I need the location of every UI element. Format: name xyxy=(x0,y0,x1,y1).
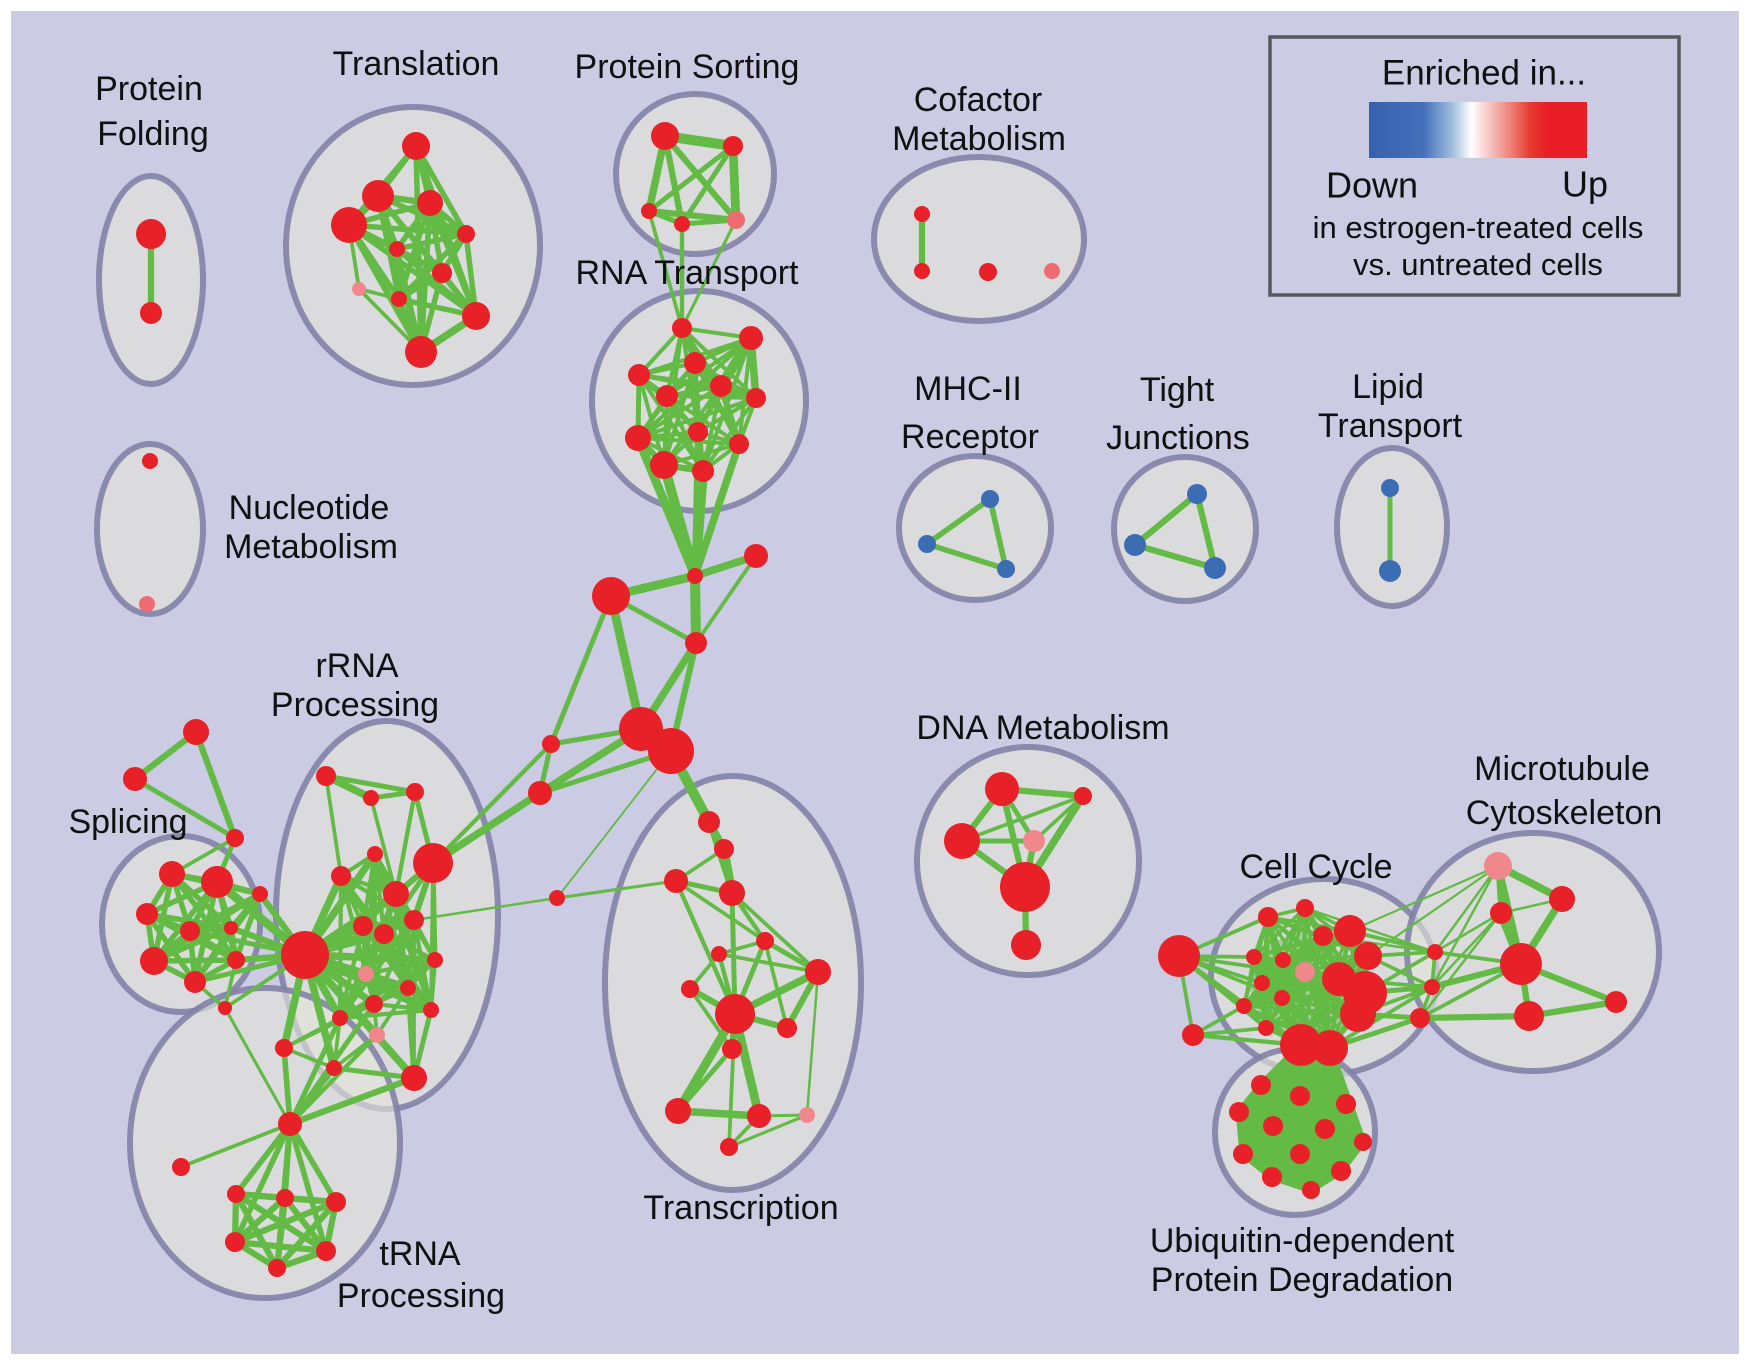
svg-text:Cofactor: Cofactor xyxy=(914,81,1043,119)
svg-text:Up: Up xyxy=(1562,164,1608,205)
svg-text:Processing: Processing xyxy=(271,686,439,724)
svg-text:Enriched in...: Enriched in... xyxy=(1382,53,1586,92)
svg-text:Junctions: Junctions xyxy=(1106,419,1250,457)
svg-text:vs. untreated cells: vs. untreated cells xyxy=(1353,247,1603,282)
svg-text:Down: Down xyxy=(1326,165,1418,206)
svg-text:Transcription: Transcription xyxy=(643,1189,838,1227)
svg-text:Ubiquitin-dependent: Ubiquitin-dependent xyxy=(1150,1222,1455,1260)
svg-text:Receptor: Receptor xyxy=(901,418,1039,456)
svg-text:tRNA: tRNA xyxy=(379,1235,461,1273)
svg-text:Cell Cycle: Cell Cycle xyxy=(1239,848,1392,886)
svg-text:Folding: Folding xyxy=(97,115,209,153)
svg-text:RNA Transport: RNA Transport xyxy=(576,254,800,292)
svg-text:Metabolism: Metabolism xyxy=(224,528,398,566)
svg-text:Protein Degradation: Protein Degradation xyxy=(1151,1261,1453,1299)
svg-text:DNA Metabolism: DNA Metabolism xyxy=(916,709,1169,747)
svg-text:Lipid: Lipid xyxy=(1352,368,1424,406)
svg-text:Transport: Transport xyxy=(1318,407,1463,445)
svg-text:Microtubule: Microtubule xyxy=(1474,750,1650,788)
svg-text:Protein: Protein xyxy=(95,70,203,108)
svg-text:Metabolism: Metabolism xyxy=(892,120,1066,158)
svg-text:Nucleotide: Nucleotide xyxy=(229,489,390,527)
svg-text:Protein Sorting: Protein Sorting xyxy=(575,48,800,86)
svg-text:in estrogen-treated cells: in estrogen-treated cells xyxy=(1313,210,1644,245)
svg-text:rRNA: rRNA xyxy=(315,647,398,685)
svg-text:Tight: Tight xyxy=(1140,371,1215,409)
svg-text:Translation: Translation xyxy=(333,45,500,83)
svg-text:Cytoskeleton: Cytoskeleton xyxy=(1466,794,1663,832)
svg-text:Processing: Processing xyxy=(337,1277,505,1315)
svg-text:MHC-II: MHC-II xyxy=(914,370,1022,408)
svg-text:Splicing: Splicing xyxy=(68,803,187,841)
